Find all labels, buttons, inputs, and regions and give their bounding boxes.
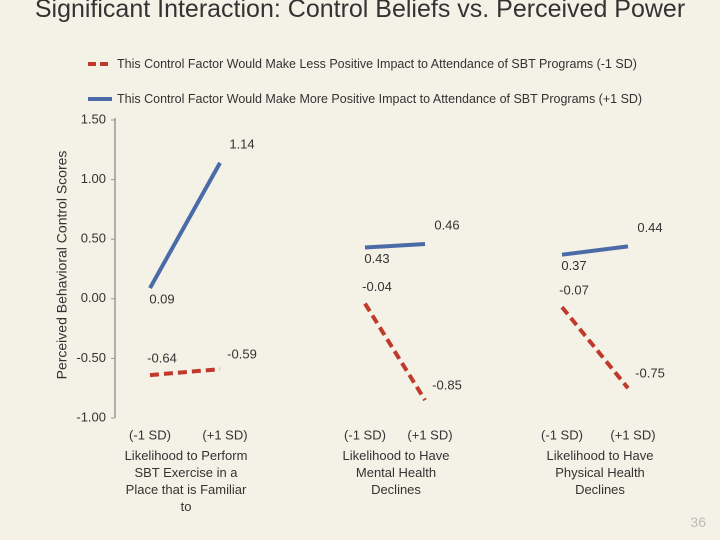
chart-title: Significant Interaction: Control Beliefs… [34, 0, 686, 23]
series-line [148, 161, 222, 290]
page-number: 36 [690, 514, 706, 530]
x-tick-label: (+1 SD) [202, 427, 247, 442]
x-tick-label: (-1 SD) [344, 427, 386, 442]
y-tick-label: 0.00 [81, 290, 106, 305]
data-label: 0.09 [149, 292, 174, 307]
data-label: -0.85 [432, 378, 462, 393]
legend-label: This Control Factor Would Make Less Posi… [117, 57, 637, 71]
y-axis-label: Perceived Behavioral Control Scores [54, 151, 70, 380]
data-label: -0.64 [147, 351, 177, 366]
series-line [149, 367, 221, 378]
data-label: 1.14 [229, 136, 254, 151]
data-label: 0.43 [364, 251, 389, 266]
data-label: 0.37 [561, 258, 586, 273]
group-label: Likelihood to Have Physical Health Decli… [546, 448, 654, 497]
x-tick-label: (+1 SD) [610, 427, 655, 442]
data-label: -0.04 [362, 279, 392, 294]
data-label: 0.44 [637, 220, 662, 235]
y-tick-label: 0.50 [81, 231, 106, 246]
x-tick-label: (-1 SD) [541, 427, 583, 442]
group-label: Likelihood to Perform SBT Exercise in a … [124, 448, 248, 514]
y-tick-label: 1.50 [81, 111, 106, 126]
y-tick-label: -1.00 [76, 409, 106, 424]
legend-label: This Control Factor Would Make More Posi… [117, 92, 643, 106]
x-tick-label: (+1 SD) [407, 427, 452, 442]
data-label: -0.59 [227, 347, 257, 362]
group-label: Likelihood to Have Mental Health Decline… [342, 448, 450, 497]
x-tick-label: (-1 SD) [129, 427, 171, 442]
series-line [561, 244, 629, 257]
series-line [364, 241, 426, 250]
series-line [363, 302, 427, 402]
data-label: -0.07 [559, 283, 589, 298]
y-tick-label: -0.50 [76, 350, 106, 365]
data-label: 0.46 [434, 217, 459, 232]
data-label: -0.75 [635, 366, 665, 381]
y-tick-label: 1.00 [81, 171, 106, 186]
series-line [560, 305, 630, 390]
